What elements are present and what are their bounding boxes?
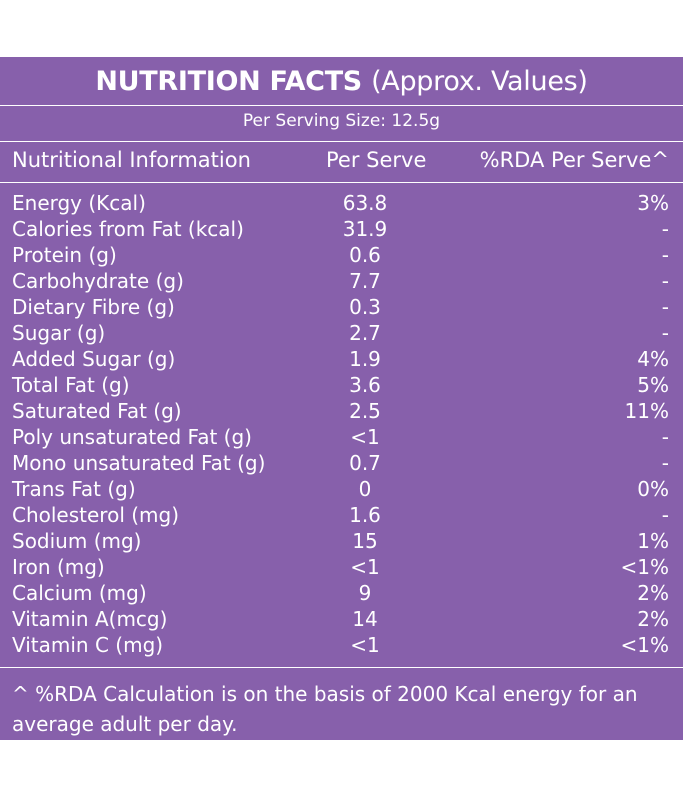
per-serve-value: 1.9 <box>349 347 381 371</box>
per-serve-value: 2.7 <box>349 321 381 345</box>
per-serve-value: <1 <box>350 555 380 579</box>
table-row: Sodium (mg) 15 1% <box>0 528 683 554</box>
rda-value: - <box>661 321 669 345</box>
rda-value: 0% <box>637 477 669 501</box>
per-serve-value: 0 <box>358 477 372 501</box>
nutrient-name: Energy (Kcal) <box>12 191 146 215</box>
per-serve-value: 0.7 <box>349 451 381 475</box>
per-serve-value: <1 <box>350 633 380 657</box>
nutrient-name: Dietary Fibre (g) <box>12 295 175 319</box>
per-serve-value: 7.7 <box>349 269 381 293</box>
rda-value: - <box>661 217 669 241</box>
per-serve-value: 2.5 <box>349 399 381 423</box>
rda-value: 11% <box>624 399 669 423</box>
table-row: Saturated Fat (g) 2.5 11% <box>0 398 683 424</box>
table-row: Mono unsaturated Fat (g) 0.7 - <box>0 450 683 476</box>
table-row: Vitamin C (mg) <1 <1% <box>0 632 683 658</box>
nutrient-name: Cholesterol (mg) <box>12 503 180 527</box>
column-header-serve: Per Serve <box>326 148 427 172</box>
table-row: Carbohydrate (g) 7.7 - <box>0 268 683 294</box>
column-header-rda: %RDA Per Serve^ <box>479 148 669 172</box>
rda-footnote: ^ %RDA Calculation is on the basis of 20… <box>12 682 638 736</box>
nutrient-name: Sodium (mg) <box>12 529 142 553</box>
nutrient-name: Vitamin A(mcg) <box>12 607 168 631</box>
per-serve-value: <1 <box>350 425 380 449</box>
nutrient-name: Iron (mg) <box>12 555 105 579</box>
nutrient-name: Poly unsaturated Fat (g) <box>12 425 252 449</box>
rda-value: - <box>661 295 669 319</box>
table-row: Calories from Fat (kcal) 31.9 - <box>0 216 683 242</box>
nutrient-name: Carbohydrate (g) <box>12 269 184 293</box>
table-row: Cholesterol (mg) 1.6 - <box>0 502 683 528</box>
rda-value: 2% <box>637 607 669 631</box>
rda-value: <1% <box>620 633 670 657</box>
nutrient-name: Saturated Fat (g) <box>12 399 182 423</box>
rda-value: 3% <box>637 191 669 215</box>
divider-header <box>0 182 683 183</box>
table-row: Vitamin A(mcg) 14 2% <box>0 606 683 632</box>
table-row: Sugar (g) 2.7 - <box>0 320 683 346</box>
rda-value: 5% <box>637 373 669 397</box>
rda-value: - <box>661 451 669 475</box>
per-serve-value: 1.6 <box>349 503 381 527</box>
nutrient-name: Vitamin C (mg) <box>12 633 164 657</box>
serving-size: Per Serving Size: 12.5g <box>242 111 441 131</box>
rda-value: 4% <box>637 347 669 371</box>
table-row: Dietary Fibre (g) 0.3 - <box>0 294 683 320</box>
nutrition-title: NUTRITION FACTS (Approx. Values) <box>0 66 683 97</box>
nutrient-name: Added Sugar (g) <box>12 347 176 371</box>
per-serve-value: 3.6 <box>349 373 381 397</box>
title-main: NUTRITION FACTS <box>95 66 362 97</box>
table-row: Trans Fat (g) 0 0% <box>0 476 683 502</box>
nutrient-name: Calories from Fat (kcal) <box>12 217 244 241</box>
nutrient-name: Total Fat (g) <box>12 373 130 397</box>
rda-value: - <box>661 243 669 267</box>
table-row: Energy (Kcal) 63.8 3% <box>0 190 683 216</box>
per-serve-value: 9 <box>358 581 372 605</box>
per-serve-value: 63.8 <box>342 191 388 215</box>
table-row: Calcium (mg) 9 2% <box>0 580 683 606</box>
nutrient-name: Mono unsaturated Fat (g) <box>12 451 266 475</box>
nutrition-facts-panel: NUTRITION FACTS (Approx. Values) Per Ser… <box>0 57 683 740</box>
nutrient-name: Calcium (mg) <box>12 581 147 605</box>
rda-value: 2% <box>637 581 669 605</box>
table-row: Iron (mg) <1 <1% <box>0 554 683 580</box>
rda-value: - <box>661 269 669 293</box>
table-row: Added Sugar (g) 1.9 4% <box>0 346 683 372</box>
table-row: Total Fat (g) 3.6 5% <box>0 372 683 398</box>
per-serve-value: 14 <box>352 607 378 631</box>
divider-top <box>0 105 683 106</box>
divider-footer <box>0 667 683 668</box>
nutrient-name: Protein (g) <box>12 243 117 267</box>
title-subtitle: (Approx. Values) <box>371 66 588 97</box>
rda-value: 1% <box>637 529 669 553</box>
divider-serving <box>0 141 683 142</box>
table-row: Poly unsaturated Fat (g) <1 - <box>0 424 683 450</box>
rda-value: - <box>661 425 669 449</box>
per-serve-value: 31.9 <box>342 217 388 241</box>
per-serve-value: 0.6 <box>349 243 381 267</box>
nutrient-table: Energy (Kcal) 63.8 3% Calories from Fat (kc… <box>0 190 683 658</box>
per-serve-value: 0.3 <box>349 295 381 319</box>
per-serve-value: 15 <box>352 529 378 553</box>
rda-value: <1% <box>620 555 670 579</box>
rda-value: - <box>661 503 669 527</box>
table-row: Protein (g) 0.6 - <box>0 242 683 268</box>
nutrient-name: Sugar (g) <box>12 321 106 345</box>
nutrient-name: Trans Fat (g) <box>12 477 136 501</box>
column-header-info: Nutritional Information <box>12 148 251 172</box>
